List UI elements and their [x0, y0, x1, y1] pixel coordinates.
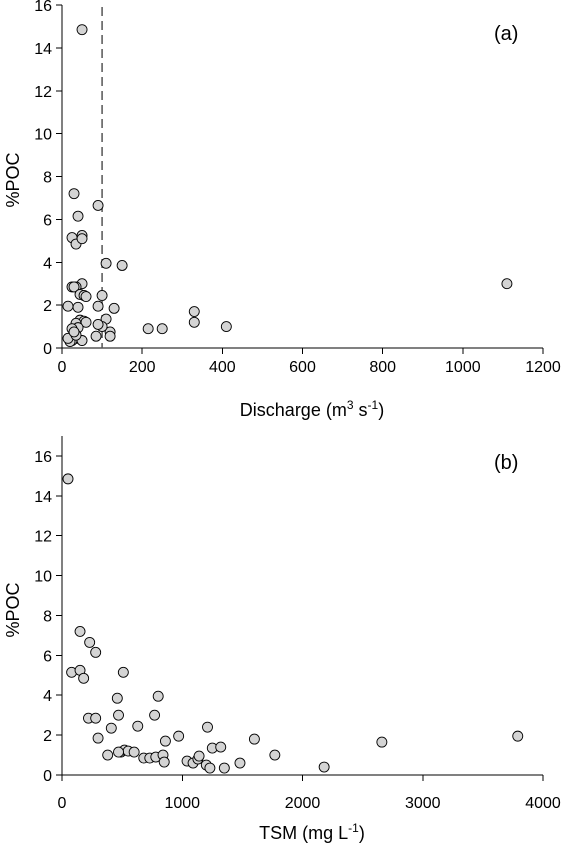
- panel-b-data-point: [78, 672, 90, 684]
- panel-b-data-point: [376, 736, 388, 748]
- panel-b-data-point: [105, 722, 117, 734]
- panel-b-data-point: [149, 709, 161, 721]
- panel-b-x-tick-label: 3000: [405, 795, 441, 812]
- panel-a-y-tick-label: 10: [34, 127, 52, 144]
- panel-a-x-tick-label: 400: [209, 359, 236, 376]
- panel-b-data-point: [111, 692, 123, 704]
- panel-a-data-point: [100, 257, 112, 269]
- panel-b-x-tick-label: 2000: [285, 795, 321, 812]
- panel-a-x-tick-label: 1200: [525, 359, 561, 376]
- panel-b-x-tick-label: 4000: [525, 795, 561, 812]
- panel-a-data-point: [90, 330, 102, 342]
- panel-a-data-point: [92, 199, 104, 211]
- panel-b-data-point: [173, 730, 185, 742]
- panel-b-data-point: [152, 690, 164, 702]
- panel-b-y-tick-label: 6: [43, 648, 52, 665]
- panel-a-data-point: [92, 318, 104, 330]
- panel-b-data-point: [204, 762, 216, 774]
- panel-b-data-point: [128, 746, 140, 758]
- panel-b-data-point: [158, 756, 170, 768]
- panel-b-data-point: [113, 746, 124, 758]
- panel-b-xlabel: TSM (mg L-1): [259, 821, 365, 843]
- panel-a-x-tick-label: 800: [369, 359, 396, 376]
- panel-b-data-point: [92, 732, 104, 744]
- panel-b-data-point: [90, 712, 102, 724]
- panel-b-y-tick-label: 14: [34, 489, 52, 506]
- panel-a-x-tick-label: 0: [58, 359, 67, 376]
- panel-b-ylabel: %POC: [3, 582, 23, 637]
- panel-b-data-point: [84, 636, 96, 648]
- panel-a-y-tick-label: 12: [34, 84, 52, 101]
- panel-b-data-point: [512, 730, 524, 742]
- panel-a-data-point: [92, 300, 104, 312]
- panel-b-x-tick-label: 1000: [164, 795, 200, 812]
- panel-b-data-point: [102, 749, 114, 761]
- panel-a-data-point: [62, 300, 74, 312]
- panel-a-data-point: [108, 302, 120, 314]
- panel-b: %POC TSM (mg L-1) (b) 0 1000 2000 3000 4000 0…: [3, 436, 561, 843]
- panel-a-data-point: [142, 323, 154, 335]
- panel-a-x-tick-label: 200: [129, 359, 156, 376]
- panel-a-data-point: [104, 330, 116, 342]
- panel-b-data-point: [74, 625, 86, 637]
- panel-b-data-point: [113, 709, 124, 721]
- panel-b-x-tick-label: 0: [58, 795, 67, 812]
- panel-a-data-point: [76, 24, 88, 36]
- panel-b-data-point: [193, 750, 205, 762]
- panel-b-y-tick-label: 4: [43, 688, 52, 705]
- panel-b-data-point: [132, 720, 144, 732]
- panel-a-y-tick-label: 4: [43, 255, 52, 272]
- panel-b-y-tick-label: 8: [43, 608, 52, 625]
- panel-b-data-point: [248, 733, 260, 745]
- panel-a-data-point: [80, 291, 92, 302]
- panel-b-data-point: [202, 721, 213, 733]
- panel-a-data-point: [68, 326, 80, 338]
- panel-a-y-tick-label: 2: [43, 298, 52, 315]
- panel-a-data-point: [96, 290, 108, 301]
- panel-a-data-point: [188, 316, 200, 328]
- panel-b-data-point: [90, 646, 102, 658]
- panel-b-y-tick-label: 0: [43, 768, 52, 785]
- panel-b-data-point: [218, 762, 230, 774]
- panel-b-y-tick-label: 2: [43, 728, 52, 745]
- panel-a-data-point: [188, 306, 200, 318]
- panel-a-y-tick-label: 6: [43, 212, 52, 229]
- panel-a-y-tick-label: 8: [43, 170, 52, 187]
- panel-a-y-tick-label: 16: [34, 0, 52, 15]
- panel-b-label: (b): [494, 452, 518, 474]
- panel-b-data-point: [269, 749, 281, 761]
- panel-a-data-point: [72, 210, 84, 222]
- panel-a: %POC Discharge (m3 s-1) (a) 0 200 400 600 80…: [3, 0, 561, 420]
- panel-b-data-point: [318, 761, 330, 773]
- panel-b-data-point: [215, 741, 227, 753]
- panel-b-y-tick-label: 10: [34, 569, 52, 586]
- panel-a-data-point: [220, 321, 232, 333]
- panel-a-data-point: [116, 260, 128, 271]
- panel-a-data-point: [68, 281, 80, 293]
- panel-a-data-point: [76, 233, 88, 245]
- panel-b-data-point: [62, 473, 74, 485]
- panel-b-data-point: [117, 666, 129, 678]
- panel-b-data-point: [234, 757, 246, 769]
- panel-b-y-tick-label: 16: [34, 449, 52, 466]
- panel-b-y-tick-label: 12: [34, 529, 52, 546]
- panel-a-y-tick-label: 14: [34, 41, 52, 58]
- panel-a-data-point: [156, 323, 168, 335]
- panel-a-xlabel: Discharge (m3 s-1): [240, 398, 384, 420]
- panel-a-label: (a): [494, 23, 518, 45]
- panel-a-x-tick-label: 1000: [445, 359, 481, 376]
- panel-a-data-point: [72, 301, 84, 313]
- panel-a-ylabel: %POC: [3, 152, 23, 207]
- panel-a-x-tick-label: 600: [289, 359, 316, 376]
- panel-a-data-point: [68, 188, 80, 200]
- panel-a-y-tick-label: 0: [43, 341, 52, 358]
- panel-b-data-point: [159, 735, 171, 747]
- panel-a-data-point: [501, 278, 513, 290]
